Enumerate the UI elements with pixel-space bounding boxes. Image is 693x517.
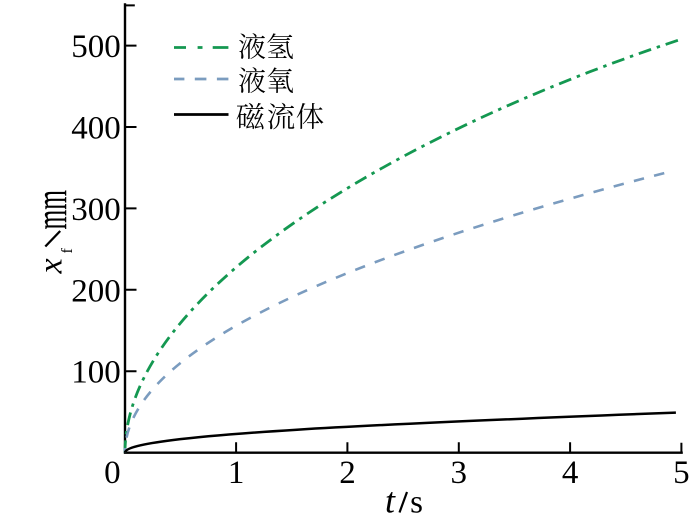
svg-text:400: 400 (71, 111, 121, 147)
svg-text:500: 500 (71, 29, 121, 65)
svg-text:x: x (32, 258, 69, 274)
svg-text:f: f (59, 248, 76, 254)
svg-text:5: 5 (673, 455, 690, 491)
svg-text:2: 2 (339, 455, 356, 491)
svg-text:s: s (410, 485, 423, 517)
svg-text:1: 1 (228, 455, 245, 491)
svg-text:300: 300 (71, 192, 121, 228)
svg-text:100: 100 (71, 355, 121, 391)
svg-text:0: 0 (104, 455, 121, 491)
svg-text:t: t (385, 481, 396, 517)
svg-text:200: 200 (71, 273, 121, 309)
svg-text:4: 4 (562, 455, 579, 491)
svg-text:3: 3 (451, 455, 468, 491)
svg-text:mm: mm (26, 190, 77, 230)
